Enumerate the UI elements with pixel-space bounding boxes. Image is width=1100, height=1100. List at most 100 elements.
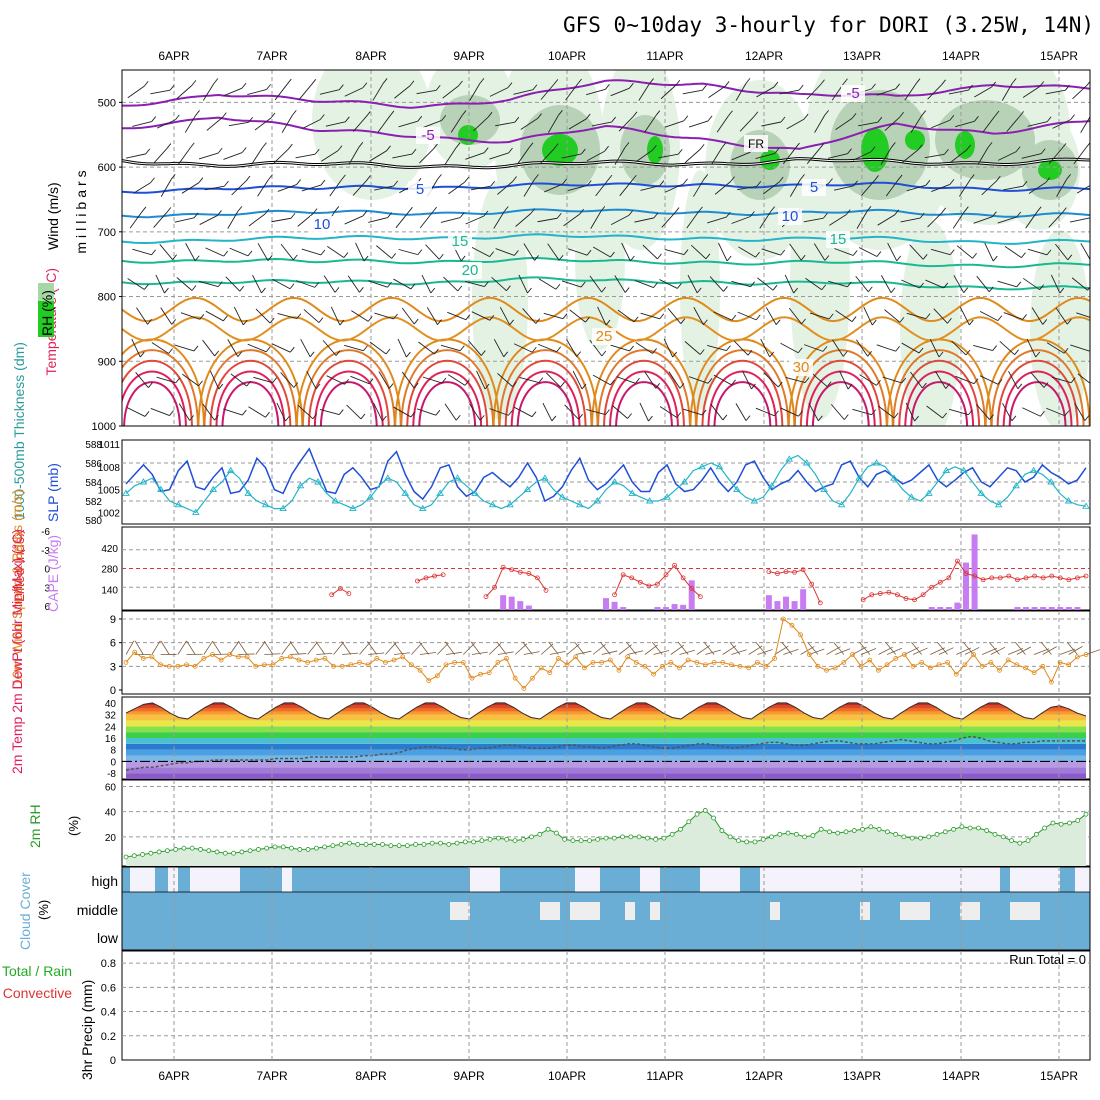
slp-marker — [506, 500, 514, 508]
wind-barb-flag — [696, 287, 702, 294]
rh2m-marker — [371, 841, 377, 847]
temperature-line — [125, 702, 1087, 720]
slp-marker — [785, 455, 794, 462]
wind-barb — [202, 83, 215, 101]
precip-tick-label: 0.8 — [101, 958, 116, 970]
wind-barb-flag — [780, 249, 786, 256]
wind-barb-flag — [318, 317, 324, 323]
cloud-frame — [121, 866, 1091, 951]
cape-bar — [1065, 607, 1072, 610]
wind-barb — [1074, 403, 1086, 421]
wind-barb-flag — [386, 145, 391, 152]
wind-barb — [618, 116, 634, 132]
wind-barb — [931, 183, 951, 193]
wind-barb-flag — [1094, 178, 1098, 183]
wind-barb — [788, 307, 802, 325]
rh2m-marker — [719, 828, 725, 833]
wind-barb-flag — [141, 206, 147, 213]
wind-barb-flag — [290, 212, 296, 219]
slp-marker — [226, 466, 235, 474]
wind-barb-flag — [728, 110, 733, 117]
wind-barb-flag — [893, 412, 899, 419]
low-level-isotherm — [904, 370, 975, 426]
wind-barb-flag — [921, 110, 927, 116]
wind10-marker — [1023, 665, 1028, 671]
lifted-index-line — [768, 569, 821, 604]
wind10-marker — [521, 686, 527, 691]
lifted-index-marker — [535, 575, 540, 581]
cape-bar-peak — [954, 602, 961, 610]
temperature-band — [126, 755, 1086, 762]
wind-barb — [465, 215, 485, 225]
cloud-gap-middle — [770, 902, 780, 920]
wind-barb-flag — [800, 174, 805, 180]
wind10-marker — [746, 665, 752, 671]
low-level-isotherm — [695, 349, 790, 426]
wind-barb-flag — [241, 82, 247, 89]
rh2m-marker — [893, 831, 899, 837]
rh2m-marker — [702, 808, 708, 813]
wind10-barb — [807, 641, 819, 655]
wind-barb-flag — [803, 113, 809, 120]
wind-barb-flag — [775, 319, 781, 325]
wind-barb-flag — [145, 148, 151, 155]
wind10-marker — [365, 662, 371, 668]
cape-bar — [603, 598, 609, 610]
wind-barb-flag — [1021, 252, 1026, 258]
wind-barb-flag — [534, 255, 539, 261]
wind-barb-flag — [943, 282, 949, 289]
slp-line — [125, 454, 1087, 514]
wind-barb-flag — [1017, 383, 1023, 390]
wind-barb — [323, 275, 336, 293]
cape-bar — [663, 607, 669, 610]
t2m-tick-label: -8 — [107, 769, 116, 780]
cape-bar — [1023, 607, 1029, 610]
wind-barb-flag — [484, 281, 489, 287]
wind-barb — [205, 247, 224, 257]
wind-barb-flag — [586, 249, 592, 256]
cape-bar — [791, 601, 798, 610]
wind-barb — [852, 151, 872, 161]
low-level-isotherm — [307, 360, 390, 426]
rh2m-marker — [198, 847, 203, 852]
bottom-date-label: 15APR — [1040, 1069, 1078, 1083]
wind10-marker — [287, 654, 293, 660]
wind-barb — [592, 374, 611, 386]
wind-barb — [635, 149, 653, 163]
wind-barb — [1008, 370, 1019, 390]
wind-barb-flag — [973, 378, 979, 384]
wind-barb-flag — [965, 349, 971, 356]
wind-barb-flag — [1067, 254, 1073, 261]
cloud-row-label: middle — [77, 902, 118, 918]
rh2m-marker — [380, 841, 385, 847]
rh2m-marker — [562, 836, 568, 842]
lifted-index-marker — [912, 597, 917, 603]
rh-shade-high — [861, 128, 889, 172]
wind10-barb — [653, 650, 670, 655]
wind10-marker — [1074, 654, 1080, 660]
wind-barb-flag — [870, 146, 876, 153]
cloud-row-label: low — [97, 930, 119, 946]
wind-barb — [344, 215, 364, 225]
wind-barb — [640, 312, 660, 320]
wind-barb-flag — [1035, 351, 1041, 358]
wind-barb — [440, 344, 461, 352]
cloud-gap-middle — [960, 902, 980, 920]
rh2m-marker — [471, 839, 476, 845]
wind-barb-flag — [1046, 116, 1052, 123]
wind-barb-flag — [560, 381, 565, 388]
cloud-gap-middle — [860, 902, 870, 920]
wind-barb-flag — [1014, 349, 1019, 355]
rh2m-plot — [122, 780, 1090, 866]
bottom-date-labels: 6APR 7APR 8APR 9APR 10APR 11APR 12APR 13APR 14AP… — [158, 1069, 1078, 1083]
wind-barb — [547, 243, 560, 261]
wind-barb-flag — [629, 345, 634, 352]
wind-barb — [133, 182, 151, 194]
wind-barb-flag — [1066, 174, 1071, 180]
rh2m-marker — [678, 826, 683, 832]
rh2m-marker — [918, 835, 923, 841]
wind-barb — [877, 214, 895, 226]
wind-barb — [447, 374, 466, 386]
cape-bar — [1031, 607, 1038, 610]
